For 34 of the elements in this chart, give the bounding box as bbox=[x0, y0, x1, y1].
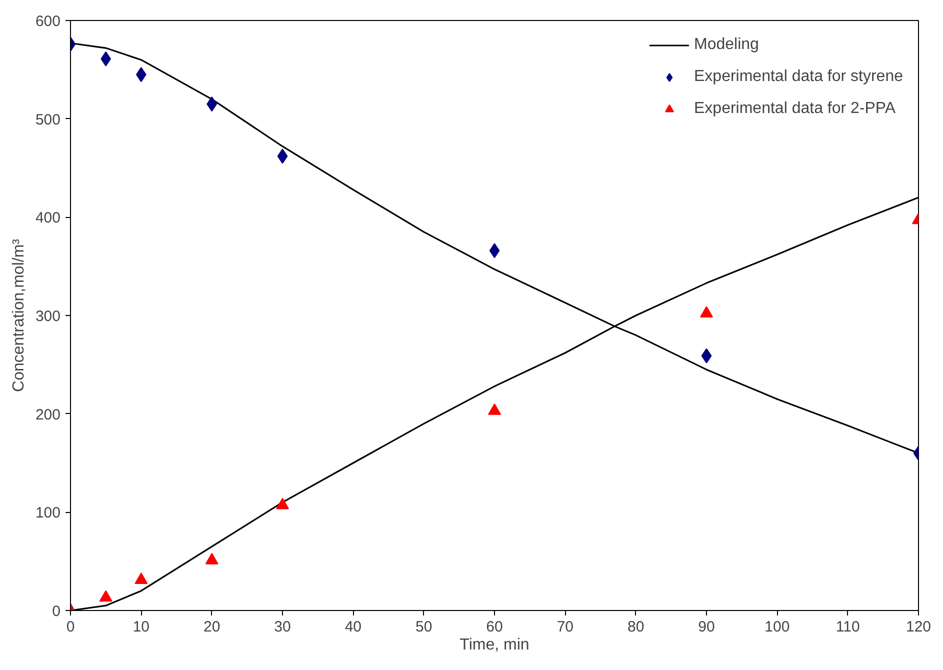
point bbox=[205, 552, 218, 564]
point bbox=[488, 403, 501, 415]
y-tick-label: 500 bbox=[35, 111, 61, 128]
x-tick-label: 30 bbox=[274, 618, 291, 636]
x-tick-label: 20 bbox=[203, 618, 220, 636]
y-tick-label: 600 bbox=[35, 13, 61, 30]
x-tick-label: 120 bbox=[906, 618, 932, 636]
x-tick-label: 100 bbox=[764, 618, 790, 636]
point bbox=[700, 306, 713, 318]
y-tick-label: 300 bbox=[35, 308, 61, 325]
legend-label: Experimental data for styrene bbox=[694, 68, 903, 86]
point bbox=[276, 498, 289, 510]
point bbox=[134, 572, 148, 584]
point bbox=[701, 348, 712, 364]
x-axis-title: Time, min bbox=[460, 636, 530, 654]
y-tick-label: 0 bbox=[52, 603, 60, 620]
x-tick-label: 50 bbox=[415, 618, 432, 636]
point bbox=[277, 148, 288, 164]
x-tick-label: 40 bbox=[344, 618, 362, 636]
point bbox=[99, 590, 112, 602]
y-tick-label: 400 bbox=[35, 210, 61, 227]
x-tick-label: 70 bbox=[556, 618, 574, 636]
point bbox=[489, 243, 500, 258]
y-axis-title: Concentration,mol/m³ bbox=[10, 238, 28, 392]
x-tick-label: 60 bbox=[486, 618, 503, 636]
y-tick-label: 100 bbox=[35, 504, 61, 522]
x-tick-label: 80 bbox=[627, 618, 644, 636]
legend-label: Experimental data for 2-PPA bbox=[694, 100, 896, 118]
x-tick-label: 110 bbox=[836, 618, 860, 636]
x-tick-label: 0 bbox=[66, 618, 75, 636]
x-tick-label: 90 bbox=[698, 618, 715, 636]
y-tick-label: 200 bbox=[35, 406, 61, 424]
legend-label: Modeling bbox=[694, 36, 759, 54]
x-tick-label: 10 bbox=[132, 618, 150, 636]
